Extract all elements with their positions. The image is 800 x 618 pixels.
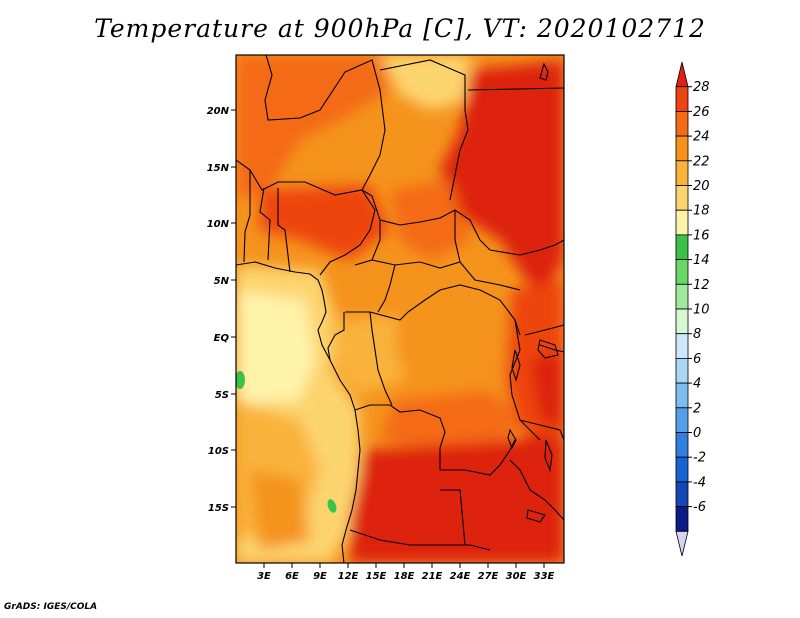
map-frame: [235, 54, 565, 564]
colorbar-cell: [675, 135, 689, 162]
colorbar-label: 8: [693, 327, 701, 342]
colorbar-cell: [675, 160, 689, 186]
country-borders: [236, 55, 564, 563]
colorbar-cell: [675, 456, 689, 483]
colorbar-cell: [675, 506, 689, 532]
lat-label-5s: 5S: [215, 390, 229, 401]
colorbar-cell: [675, 283, 689, 310]
colorbar-label: 2: [693, 401, 701, 416]
colorbar-label: 14: [693, 253, 710, 268]
colorbar-cell: [675, 111, 689, 137]
colorbar-cell: [675, 209, 689, 236]
colorbar-label: 18: [693, 204, 710, 219]
colorbar-label: 22: [693, 154, 710, 169]
lat-label-eq: EQ: [214, 333, 230, 344]
colorbar-label: 0: [693, 426, 701, 441]
colorbar-cell: [675, 382, 689, 409]
lat-label-15n: 15N: [207, 163, 230, 174]
lon-label-24e: 24E: [450, 571, 471, 582]
colorbar-cell: [675, 357, 689, 384]
lon-label-15e: 15E: [366, 571, 387, 582]
colorbar-cell: [675, 234, 689, 260]
colorbar-label: -6: [693, 500, 706, 515]
colorbar-label: 20: [693, 179, 710, 194]
colorbar-cell: [675, 407, 689, 433]
lon-ticks: [263, 563, 545, 568]
lon-label-27e: 27E: [478, 571, 499, 582]
colorbar-label: 16: [693, 228, 710, 243]
lon-label-30e: 30E: [506, 571, 527, 582]
colorbar-cell: [675, 432, 689, 458]
lon-label-33e: 33E: [534, 571, 555, 582]
colorbar-cell: [675, 333, 689, 359]
colorbar-label: -4: [693, 475, 706, 490]
lat-label-20n: 20N: [207, 106, 230, 117]
lon-label-12e: 12E: [338, 571, 359, 582]
colorbar-label: 28: [693, 80, 710, 95]
colorbar-label: -2: [693, 451, 706, 466]
grads-credit: GrADS: IGES/COLA: [4, 602, 98, 612]
lon-labels: 3E 6E 9E 12E 15E 18E 21E 24E 27E 30E 33E: [257, 571, 554, 582]
lon-label-6e: 6E: [285, 571, 299, 582]
colorbar-label: 24: [693, 130, 710, 145]
lat-label-5n: 5N: [214, 276, 230, 287]
lon-label-18e: 18E: [394, 571, 415, 582]
lat-label-15s: 15S: [208, 503, 229, 514]
lat-ticks: [231, 109, 236, 508]
temperature-field: [236, 55, 564, 563]
colorbar-label: 12: [693, 278, 710, 293]
lon-label-9e: 9E: [313, 571, 327, 582]
colorbar-cell: [675, 259, 689, 285]
colorbar-cell: [675, 61, 689, 88]
colorbar-cell: [675, 86, 689, 112]
colorbar-cell: [675, 530, 689, 557]
lat-label-10n: 10N: [207, 219, 230, 230]
map-title: Temperature at 900hPa [C], VT: 202010271…: [94, 14, 706, 43]
lon-label-21e: 21E: [422, 571, 443, 582]
lat-labels: 20N 15N 10N 5N EQ 5S 10S 15S: [207, 106, 230, 514]
colorbar-cell: [675, 308, 689, 335]
colorbar-label: 10: [693, 303, 710, 318]
colorbar-cells: [675, 61, 689, 557]
lat-label-10s: 10S: [208, 446, 229, 457]
lon-label-3e: 3E: [257, 571, 271, 582]
colorbar-cell: [675, 481, 689, 507]
colorbar-label: 4: [693, 377, 701, 392]
colorbar-label: 26: [693, 105, 710, 120]
colorbar-label: 6: [693, 352, 701, 367]
colorbar-cell: [675, 185, 689, 211]
